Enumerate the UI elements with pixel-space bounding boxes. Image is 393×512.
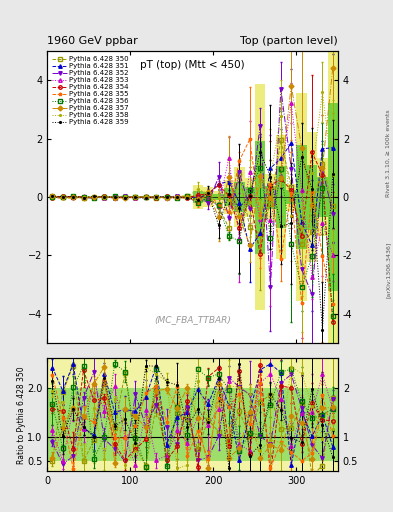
Text: (MC_FBA_TTBAR): (MC_FBA_TTBAR) xyxy=(154,315,231,324)
Text: 1960 GeV ppbar: 1960 GeV ppbar xyxy=(47,36,138,46)
Y-axis label: Ratio to Pythia 6.428 350: Ratio to Pythia 6.428 350 xyxy=(17,366,26,463)
Text: pT (top) (Mtt < 450): pT (top) (Mtt < 450) xyxy=(140,60,245,70)
Text: Rivet 3.1.10, ≥ 100k events: Rivet 3.1.10, ≥ 100k events xyxy=(386,110,391,197)
Text: [arXiv:1306.3436]: [arXiv:1306.3436] xyxy=(386,242,391,298)
Text: Top (parton level): Top (parton level) xyxy=(240,36,338,46)
Legend: Pythia 6.428 350, Pythia 6.428 351, Pythia 6.428 352, Pythia 6.428 353, Pythia 6: Pythia 6.428 350, Pythia 6.428 351, Pyth… xyxy=(51,55,130,127)
